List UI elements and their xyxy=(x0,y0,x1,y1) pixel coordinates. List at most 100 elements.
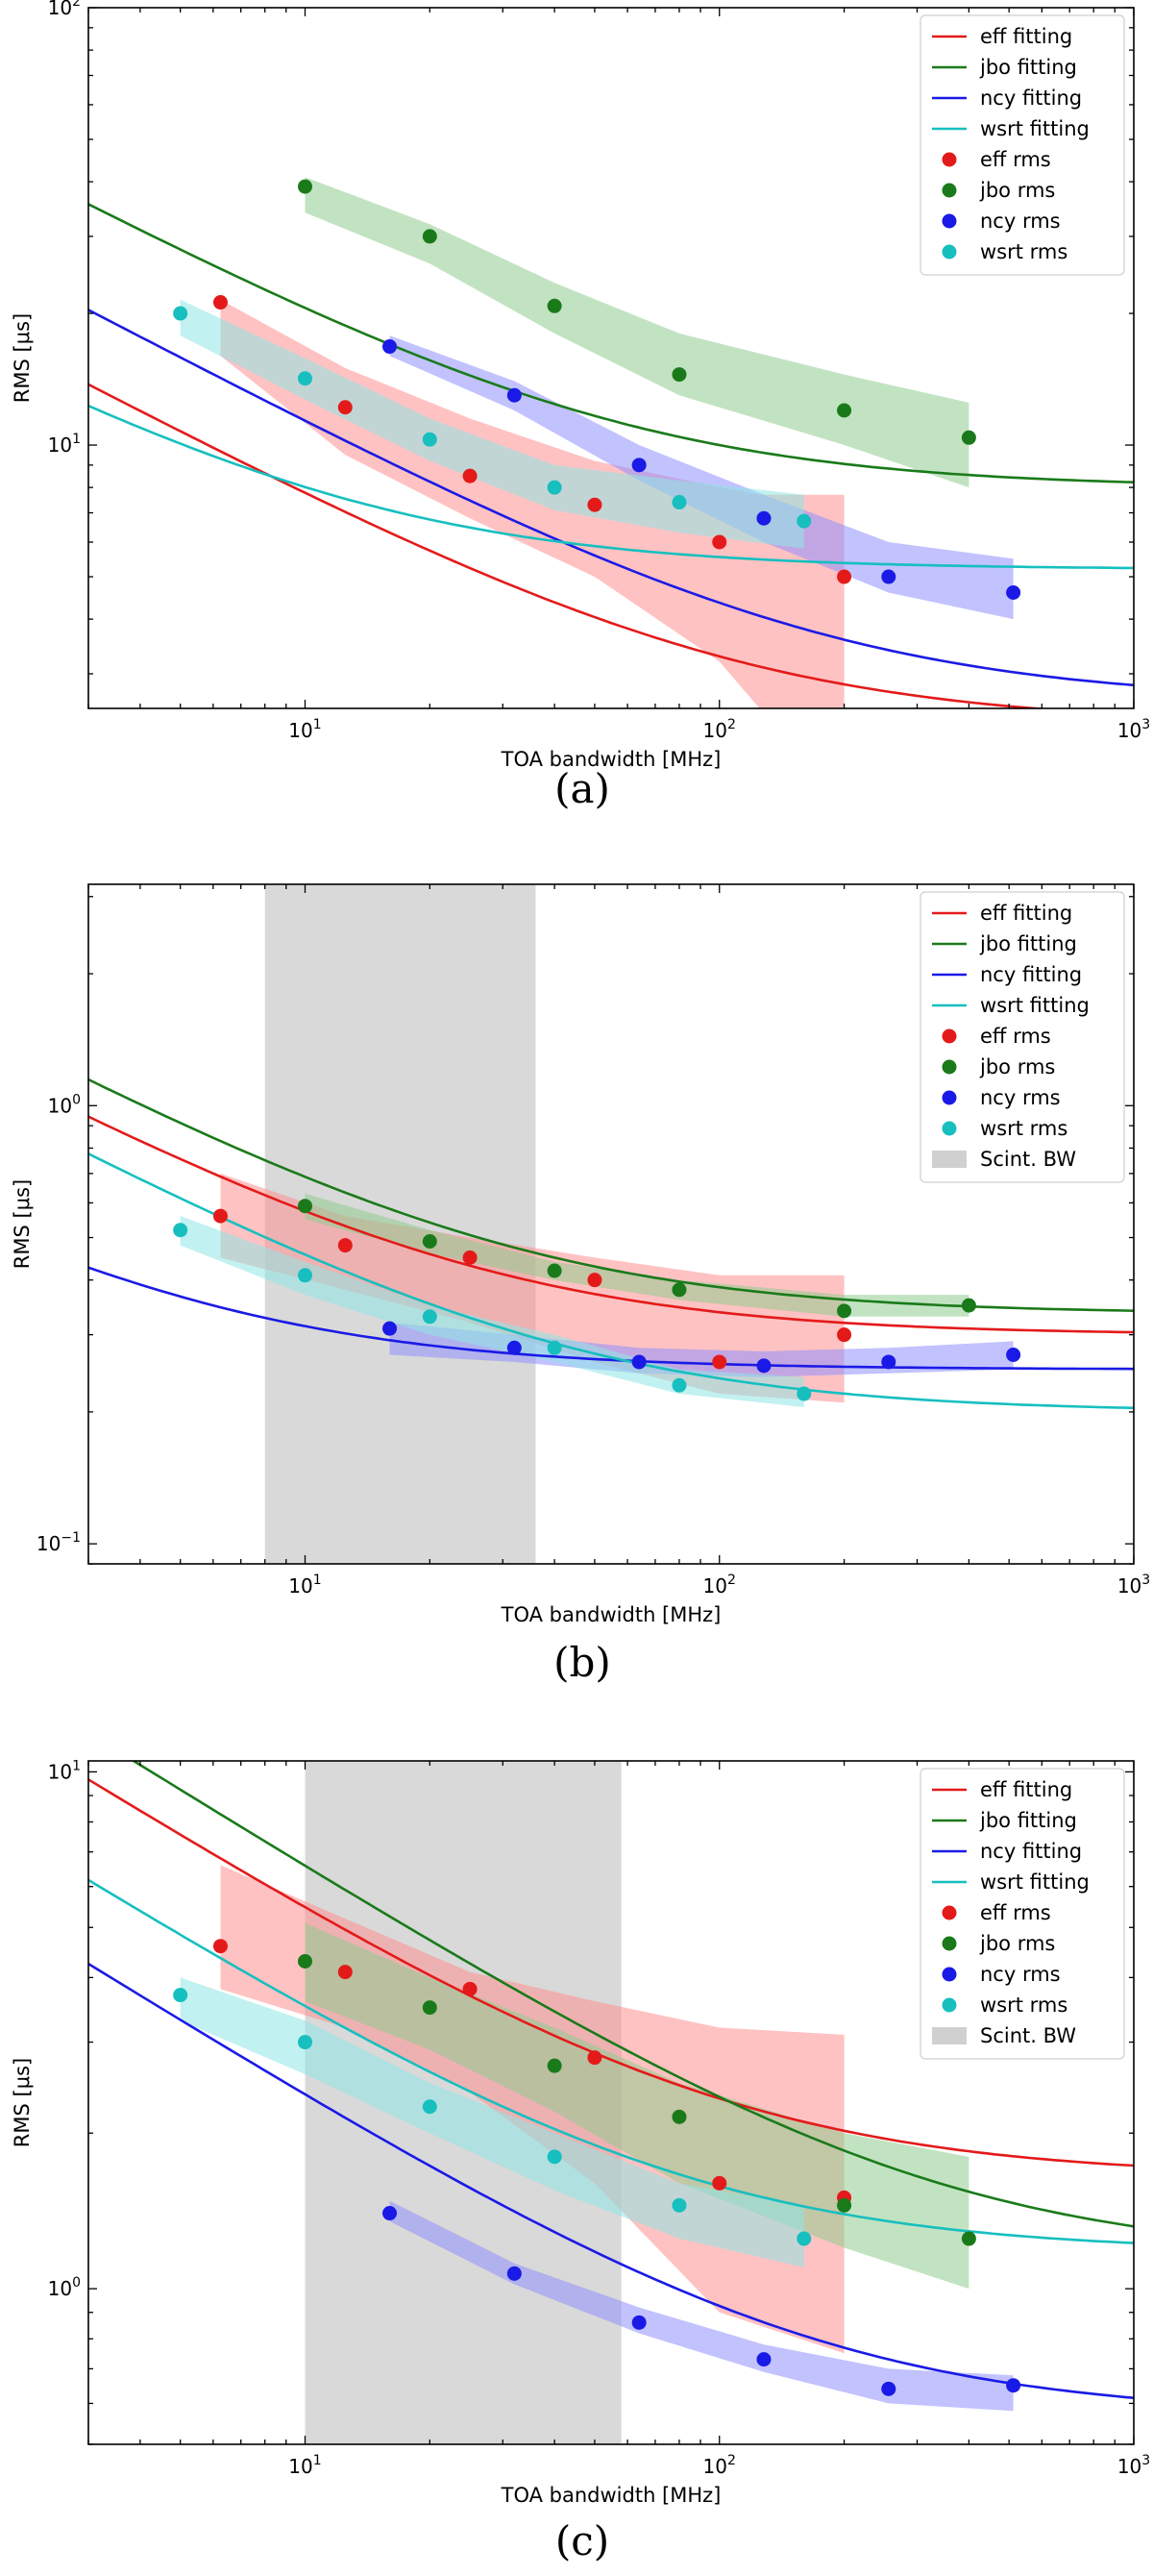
legend-label: ncy fitting xyxy=(980,87,1082,110)
legend-box xyxy=(920,14,1125,276)
panel-c: 101 102 103 100 101 TOA bandwidth [MHz] RMS [μ… xyxy=(11,1758,1150,2564)
legend-label: ncy fitting xyxy=(980,963,1082,986)
jbo-band xyxy=(305,177,969,488)
legend-box xyxy=(920,1768,1125,2060)
ncy-band xyxy=(389,1322,1014,1377)
eff-rms-point xyxy=(712,1354,727,1370)
eff-rms-point xyxy=(837,1327,852,1343)
x-tick-label: 101 xyxy=(288,2453,321,2478)
eff-rms-legend-key xyxy=(942,152,957,167)
wsrt-rms-point xyxy=(297,2035,312,2050)
jbo-rms-point xyxy=(422,229,437,244)
eff-rms-point xyxy=(837,569,852,584)
eff-rms-point xyxy=(337,1965,353,1980)
x-tick-label: 102 xyxy=(703,2453,736,2478)
x-tick-label: 101 xyxy=(288,717,321,742)
eff-rms-legend-key xyxy=(942,1905,957,1920)
legend: eff fitting jbo fitting ncy fitting wsrt fi… xyxy=(920,14,1125,276)
wsrt-rms-point xyxy=(672,495,687,510)
jbo-rms-point xyxy=(297,1953,312,1969)
jbo-rms-point xyxy=(837,403,852,418)
legend-label: ncy rms xyxy=(980,1086,1061,1109)
y-tick-label: 100 xyxy=(48,2275,81,2300)
plot-frame xyxy=(87,883,1135,1565)
legend-label: jbo fitting xyxy=(979,1809,1077,1832)
ncy-rms-point xyxy=(881,569,896,584)
y-tick-label: 101 xyxy=(48,1758,81,1783)
wsrt-rms-point xyxy=(547,480,562,495)
eff-rms-point xyxy=(212,295,228,310)
y-tick-label: 10−1 xyxy=(37,1530,81,1555)
legend-label: wsrt fitting xyxy=(980,994,1090,1017)
ncy-rms-legend-key xyxy=(942,213,957,229)
jbo-rms-point xyxy=(672,367,687,383)
ncy-rms-point xyxy=(631,2315,647,2330)
legend-label: wsrt fitting xyxy=(980,117,1090,140)
wsrt-rms-legend-key xyxy=(942,244,957,260)
jbo-rms-point xyxy=(961,2231,976,2246)
legend-label: jbo fitting xyxy=(979,932,1077,955)
ncy-rms-point xyxy=(631,1354,647,1370)
eff-rms-point xyxy=(212,1939,228,1954)
wsrt-rms-point xyxy=(173,1223,188,1238)
plot-area xyxy=(88,884,1134,1564)
wsrt-rms-point xyxy=(173,1988,188,2003)
ncy-fit-line xyxy=(88,1266,1134,1371)
eff-rms-point xyxy=(462,1981,478,1996)
jbo-rms-point xyxy=(837,1303,852,1319)
y-tick-label: 102 xyxy=(48,0,81,19)
legend-label: Scint. BW xyxy=(980,2024,1076,2047)
eff-fit-line xyxy=(88,1115,1134,1334)
eff-rms-point xyxy=(712,2175,727,2191)
plot-frame xyxy=(87,7,1135,709)
ncy-rms-point xyxy=(382,1321,398,1336)
wsrt-rms-point xyxy=(547,1340,562,1355)
jbo-rms-point xyxy=(547,1263,562,1278)
wsrt-rms-point xyxy=(297,371,312,386)
jbo-rms-point xyxy=(422,2000,437,2016)
x-tick-label: 101 xyxy=(288,1573,321,1598)
wsrt-rms-point xyxy=(672,1377,687,1393)
jbo-band xyxy=(305,1922,969,2290)
ncy-rms-point xyxy=(506,2266,522,2281)
jbo-fit-line xyxy=(88,1077,1134,1312)
panel-a: 101 102 103 101 102 TOA bandwidth [MHz] RMS [μ… xyxy=(11,0,1150,812)
panel-caption: (a) xyxy=(554,765,610,812)
ncy-rms-point xyxy=(506,1340,522,1355)
jbo-rms-point xyxy=(422,1234,437,1250)
wsrt-rms-point xyxy=(547,2149,562,2165)
legend-label: wsrt rms xyxy=(980,1117,1067,1140)
ncy-rms-point xyxy=(382,339,398,355)
ncy-rms-point xyxy=(881,1354,896,1370)
legend-label: Scint. BW xyxy=(980,1148,1076,1171)
wsrt-band xyxy=(180,1216,804,1407)
legend-label: wsrt rms xyxy=(980,1994,1067,2017)
jbo-rms-point xyxy=(547,298,562,313)
panel-b: 101 102 103 10−1 100 TOA bandwidth [MHz] RMS [… xyxy=(11,883,1150,1686)
jbo-rms-point xyxy=(297,179,312,194)
eff-rms-point xyxy=(712,534,727,550)
scint-legend-key xyxy=(932,1151,967,1168)
panel-caption: (b) xyxy=(553,1639,611,1686)
legend-label: eff fitting xyxy=(980,25,1072,48)
wsrt-fit-line xyxy=(88,1152,1134,1410)
jbo-rms-legend-key xyxy=(942,1059,957,1075)
axes: 101 102 103 100 101 TOA bandwidth [MHz] RMS [μ… xyxy=(11,1758,1150,2507)
eff-rms-point xyxy=(587,2050,602,2066)
jbo-rms-legend-key xyxy=(942,183,957,198)
wsrt-rms-point xyxy=(297,1268,312,1283)
ncy-rms-point xyxy=(756,510,772,526)
eff-rms-point xyxy=(337,400,353,415)
ncy-rms-point xyxy=(1006,1347,1021,1362)
ncy-band xyxy=(389,2200,1014,2412)
ncy-rms-point xyxy=(631,458,647,473)
eff-rms-legend-key xyxy=(942,1028,957,1044)
ncy-rms-point xyxy=(382,2206,398,2221)
panel-caption: (c) xyxy=(555,2517,609,2564)
y-axis-label: RMS [μs] xyxy=(11,313,34,403)
legend-label: ncy fitting xyxy=(980,1840,1082,1863)
wsrt-rms-legend-key xyxy=(942,1121,957,1136)
wsrt-rms-point xyxy=(672,2197,687,2213)
ncy-rms-point xyxy=(506,387,522,403)
